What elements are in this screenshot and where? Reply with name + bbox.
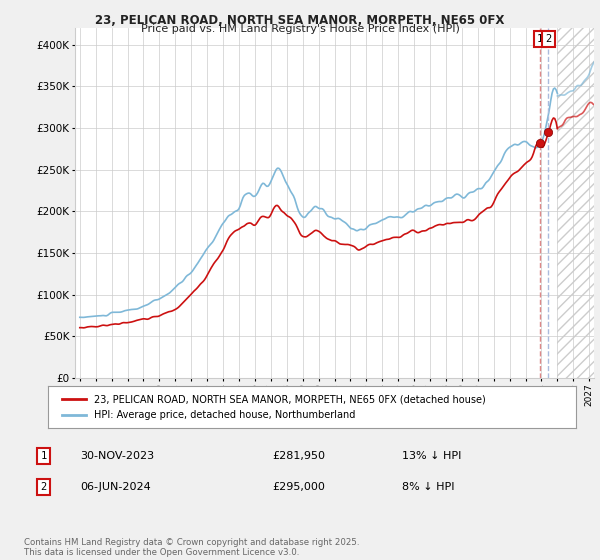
Bar [557, 28, 594, 378]
Text: Contains HM Land Registry data © Crown copyright and database right 2025.
This d: Contains HM Land Registry data © Crown c… [24, 538, 359, 557]
Text: 1: 1 [537, 34, 543, 44]
Text: £281,950: £281,950 [272, 451, 325, 461]
Text: 13% ↓ HPI: 13% ↓ HPI [402, 451, 461, 461]
Text: 8% ↓ HPI: 8% ↓ HPI [402, 482, 454, 492]
Bar [557, 28, 594, 378]
Legend: 23, PELICAN ROAD, NORTH SEA MANOR, MORPETH, NE65 0FX (detached house), HPI: Aver: 23, PELICAN ROAD, NORTH SEA MANOR, MORPE… [58, 390, 490, 424]
Text: 30-NOV-2023: 30-NOV-2023 [80, 451, 155, 461]
Text: 23, PELICAN ROAD, NORTH SEA MANOR, MORPETH, NE65 0FX: 23, PELICAN ROAD, NORTH SEA MANOR, MORPE… [95, 14, 505, 27]
Text: Price paid vs. HM Land Registry's House Price Index (HPI): Price paid vs. HM Land Registry's House … [140, 24, 460, 34]
Text: 2: 2 [545, 34, 551, 44]
Text: 06-JUN-2024: 06-JUN-2024 [80, 482, 151, 492]
Text: £295,000: £295,000 [272, 482, 325, 492]
Text: 1: 1 [41, 451, 47, 461]
Text: 2: 2 [41, 482, 47, 492]
